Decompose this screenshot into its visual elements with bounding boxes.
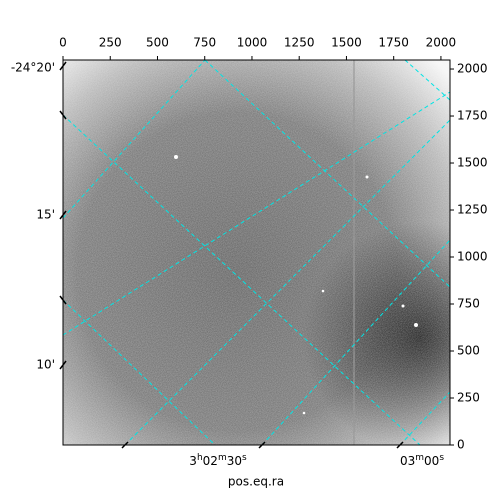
x-tick-label: 750 bbox=[193, 36, 216, 50]
y-tick-label: 250 bbox=[457, 391, 480, 405]
y-tick-label: 2000 bbox=[457, 62, 488, 76]
dec-tick bbox=[59, 295, 67, 305]
grid-line bbox=[261, 239, 450, 445]
ra-tick-label: 03m00s bbox=[400, 453, 444, 468]
dec-tick bbox=[59, 110, 67, 120]
x-axis-label: pos.eq.ra bbox=[228, 475, 284, 489]
x-tick-label: 1750 bbox=[378, 36, 409, 50]
x-tick-label: 2000 bbox=[426, 36, 457, 50]
x-tick-label: 0 bbox=[59, 36, 67, 50]
y-tick-label: 500 bbox=[457, 344, 480, 358]
y-tick-label: 1500 bbox=[457, 156, 488, 170]
dec-tick-label: -24°20' bbox=[11, 61, 55, 75]
y-tick-label: 750 bbox=[457, 297, 480, 311]
ra-tick bbox=[121, 441, 129, 449]
grid-line bbox=[63, 91, 450, 336]
dec-tick-label: 10' bbox=[36, 358, 55, 372]
x-tick-label: 250 bbox=[99, 36, 122, 50]
grid-line bbox=[404, 60, 450, 101]
grid-line bbox=[399, 391, 450, 445]
image bbox=[63, 60, 450, 445]
x-tick-label: 1250 bbox=[284, 36, 315, 50]
y-tick-label: 1750 bbox=[457, 109, 488, 123]
x-tick-label: 1500 bbox=[331, 36, 362, 50]
y-tick-label: 1250 bbox=[457, 203, 488, 217]
y-tick-label: 0 bbox=[457, 438, 465, 452]
ra-tick bbox=[258, 441, 266, 449]
frame bbox=[62, 59, 451, 446]
y-tick-label: 1000 bbox=[457, 250, 488, 264]
dec-tick-label: 15' bbox=[36, 208, 55, 222]
dec-tick bbox=[59, 61, 67, 71]
ra-tick bbox=[396, 441, 404, 449]
ra-tick-label: 3h02m30s bbox=[189, 453, 247, 468]
coordinate-grid bbox=[63, 60, 450, 445]
dec-tick bbox=[59, 210, 67, 220]
dec-tick bbox=[59, 360, 67, 370]
x-tick-label: 1000 bbox=[237, 36, 268, 50]
x-tick-label: 500 bbox=[146, 36, 169, 50]
grid-line bbox=[63, 299, 216, 445]
grid-line bbox=[63, 60, 206, 219]
